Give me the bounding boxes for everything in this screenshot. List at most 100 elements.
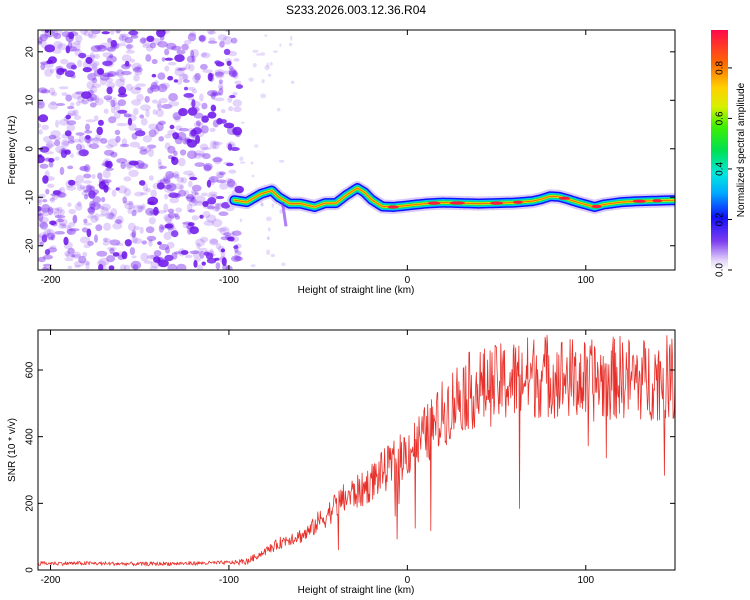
noise-blob xyxy=(65,252,71,258)
noise-blob xyxy=(115,30,121,34)
noise-blob xyxy=(121,138,128,147)
noise-blob xyxy=(103,95,113,101)
noise-blob xyxy=(146,235,157,242)
noise-blob xyxy=(201,192,208,197)
noise-blob xyxy=(44,176,55,181)
noise-blob xyxy=(139,149,148,155)
noise-blob xyxy=(38,154,43,158)
noise-blob xyxy=(139,180,146,186)
noise-blob xyxy=(67,265,73,270)
noise-blob xyxy=(55,70,62,79)
noise-blob xyxy=(127,117,133,126)
noise-blob xyxy=(55,207,60,212)
noise-blob xyxy=(157,103,162,111)
colorbar: 0.0 0.2 0.4 0.6 0.8 Normalized spectral ampl… xyxy=(711,30,747,277)
noise-blob xyxy=(120,161,126,170)
noise-blob xyxy=(75,132,85,136)
noise-blob xyxy=(208,37,216,42)
noise-blob xyxy=(38,102,43,106)
noise-blob xyxy=(145,187,151,193)
noise-blob xyxy=(176,132,187,141)
noise-blob xyxy=(111,189,117,197)
noise-blob xyxy=(38,100,45,109)
noise-blob xyxy=(81,190,93,197)
noise-blob xyxy=(76,150,81,156)
noise-blob xyxy=(87,206,95,213)
noise-blob xyxy=(193,112,204,119)
noise-blob xyxy=(119,77,126,83)
noise-blob xyxy=(106,86,113,95)
noise-blob xyxy=(174,115,181,123)
noise-blob xyxy=(187,107,198,116)
noise-blob xyxy=(167,208,175,213)
noise-blob xyxy=(210,194,219,201)
noise-blob xyxy=(53,33,62,40)
noise-blob xyxy=(137,146,144,150)
noise-blob xyxy=(158,244,170,251)
noise-blob xyxy=(190,100,201,108)
noise-blob xyxy=(131,229,137,238)
noise-blob xyxy=(200,63,208,70)
noise-blob xyxy=(81,185,92,192)
noise-blob xyxy=(128,200,134,210)
noise-blob xyxy=(109,30,115,35)
noise-blob xyxy=(174,251,183,255)
noise-blob xyxy=(49,68,55,74)
noise-blob xyxy=(106,212,117,221)
noise-blob xyxy=(131,62,142,72)
noise-blob xyxy=(225,162,234,167)
noise-blob xyxy=(202,201,209,207)
noise-blob xyxy=(47,206,54,216)
noise-blob xyxy=(81,150,87,155)
noise-blob xyxy=(105,97,113,103)
noise-blob xyxy=(147,144,157,149)
noise-blob xyxy=(76,43,81,51)
noise-blob xyxy=(279,43,282,47)
noise-blob xyxy=(102,169,111,179)
noise-blob xyxy=(183,170,194,176)
noise-blob xyxy=(83,150,88,156)
noise-blob xyxy=(55,119,60,128)
noise-blob xyxy=(239,161,246,164)
noise-blob xyxy=(159,34,165,41)
noise-blob xyxy=(101,31,110,35)
noise-blob xyxy=(163,213,175,222)
noise-blob xyxy=(190,198,196,203)
noise-blob xyxy=(199,214,204,219)
noise-blob xyxy=(103,238,111,243)
noise-blob xyxy=(266,249,270,254)
noise-blob xyxy=(149,266,158,270)
noise-blob xyxy=(199,143,209,151)
noise-blob xyxy=(148,175,154,181)
noise-blob xyxy=(203,220,215,226)
noise-blob xyxy=(141,203,146,211)
noise-blob xyxy=(48,161,54,168)
noise-blob xyxy=(57,212,62,221)
noise-blob xyxy=(129,232,136,238)
noise-blob xyxy=(61,68,67,72)
noise-blob xyxy=(228,65,234,70)
noise-blob xyxy=(234,256,243,262)
noise-blob xyxy=(206,252,216,257)
noise-blob xyxy=(195,195,206,204)
noise-blob xyxy=(67,165,74,170)
noise-blob xyxy=(106,255,116,263)
noise-blob xyxy=(68,31,75,40)
noise-blob xyxy=(85,261,90,270)
noise-blob xyxy=(206,214,217,223)
noise-blob xyxy=(228,69,238,78)
noise-blob xyxy=(150,261,161,269)
noise-blob xyxy=(102,52,114,58)
noise-blob xyxy=(50,130,61,138)
noise-blob xyxy=(134,191,144,197)
noise-blob xyxy=(110,39,118,48)
noise-blob xyxy=(223,161,232,165)
noise-blob xyxy=(139,226,144,234)
noise-blob xyxy=(66,124,76,132)
noise-blob xyxy=(178,127,189,132)
noise-blob xyxy=(104,212,115,219)
noise-blob xyxy=(60,58,69,65)
noise-blob xyxy=(83,180,92,184)
noise-blob xyxy=(92,196,102,204)
noise-blob xyxy=(168,93,179,102)
